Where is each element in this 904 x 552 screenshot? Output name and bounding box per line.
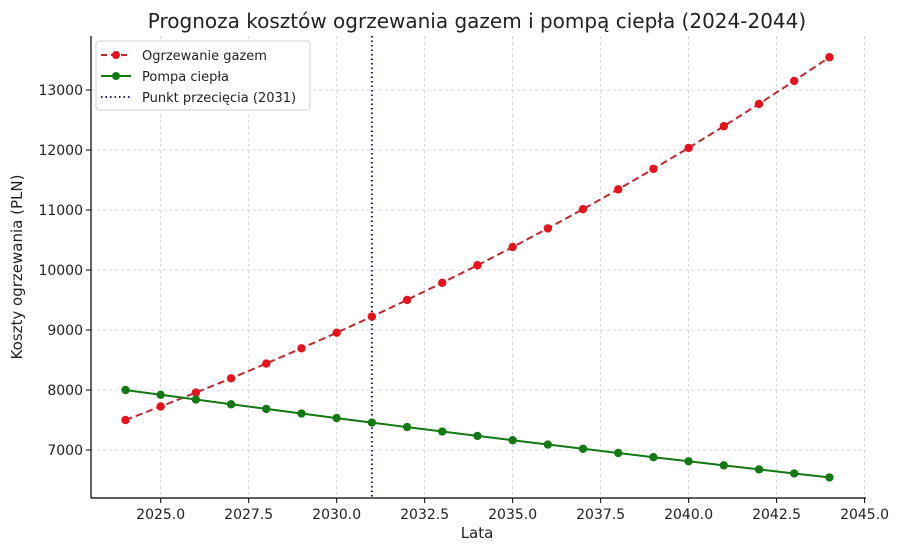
legend-label-gas: Ogrzewanie gazem bbox=[142, 49, 267, 64]
legend-item-heat-pump: Pompa ciepła bbox=[101, 70, 229, 85]
gas-data-point bbox=[121, 415, 130, 425]
heat-pump-data-point bbox=[297, 409, 306, 418]
heat-pump-data-point bbox=[508, 436, 517, 445]
x-tick-label: 2025.0 bbox=[136, 507, 185, 523]
x-tick-label: 2042.5 bbox=[752, 507, 801, 523]
green-marker-icon bbox=[112, 72, 120, 80]
x-tick-label: 2045.0 bbox=[840, 507, 889, 523]
heat-pump-data-point bbox=[614, 448, 623, 458]
x-tick-label: 2037.5 bbox=[576, 507, 625, 523]
gas-data-point bbox=[508, 242, 517, 252]
y-tick-label: 10000 bbox=[38, 263, 83, 279]
heat-pump-data-point bbox=[578, 444, 588, 453]
gas-data-point bbox=[367, 312, 377, 321]
heat-pump-data-point bbox=[790, 469, 799, 478]
gas-data-point bbox=[226, 374, 236, 383]
y-tick-label: 13000 bbox=[38, 83, 83, 99]
gas-data-point bbox=[825, 53, 834, 62]
x-tick-label: 2040.0 bbox=[664, 507, 713, 523]
heat-pump-data-point bbox=[367, 418, 377, 427]
y-tick-label: 9000 bbox=[47, 323, 83, 339]
heat-pump-data-point bbox=[438, 427, 447, 436]
gas-data-point bbox=[297, 344, 306, 353]
legend-item-gas: Ogrzewanie gazem bbox=[101, 49, 267, 64]
heat-pump-data-point bbox=[754, 465, 764, 474]
heat-pump-data-point bbox=[402, 422, 412, 432]
gas-data-point bbox=[156, 402, 165, 411]
heat-pump-data-point bbox=[332, 413, 341, 423]
y-tick-label: 7000 bbox=[47, 443, 83, 459]
x-tick-label: 2035.0 bbox=[488, 507, 537, 523]
x-tick-label: 2030.0 bbox=[312, 507, 361, 523]
heat-pump-data-point bbox=[191, 395, 201, 404]
y-axis-label: Koszty ogrzewania (PLN) bbox=[8, 175, 26, 360]
heat-pump-data-point bbox=[226, 400, 236, 409]
heat-pump-data-point bbox=[156, 390, 165, 399]
gas-data-point bbox=[438, 278, 447, 288]
y-tick-label: 8000 bbox=[47, 383, 83, 399]
gas-data-point bbox=[684, 143, 693, 153]
grid-lines bbox=[91, 36, 866, 498]
gas-data-point bbox=[754, 99, 764, 109]
gas-data-point bbox=[614, 185, 623, 194]
heat-pump-data-point bbox=[473, 431, 482, 441]
y-tick-label: 11000 bbox=[38, 203, 83, 219]
legend-box bbox=[95, 40, 311, 111]
red-marker-icon bbox=[112, 51, 120, 59]
gas-data-point bbox=[649, 164, 658, 174]
chart-title: Prognoza kosztów ogrzewania gazem i pomp… bbox=[148, 9, 806, 33]
gas-data-point bbox=[543, 224, 553, 233]
gas-data-point bbox=[402, 295, 412, 305]
gas-cost-line bbox=[125, 56, 830, 421]
y-axis-ticks: 7000 8000 9000 10000 11000 12000 13000 bbox=[38, 83, 91, 459]
y-tick-label: 12000 bbox=[38, 143, 83, 159]
x-axis-ticks: 2025.0 2027.5 2030.0 2032.5 2035.0 2037.5 2040… bbox=[136, 498, 889, 523]
heat-pump-data-point bbox=[543, 440, 553, 449]
legend-label-intersection: Punkt przecięcia (2031) bbox=[142, 91, 296, 106]
heat-pump-data-point bbox=[121, 385, 130, 395]
gas-data-point bbox=[262, 359, 271, 368]
gas-data-point bbox=[719, 122, 729, 131]
legend-item-intersection: Punkt przecięcia (2031) bbox=[101, 91, 296, 106]
heat-pump-data-point bbox=[719, 461, 729, 470]
gas-data-point bbox=[332, 328, 341, 337]
legend: Ogrzewanie gazem Pompa ciepła Punkt prze… bbox=[95, 40, 311, 111]
gas-data-point bbox=[790, 76, 799, 86]
legend-label-heat-pump: Pompa ciepła bbox=[142, 70, 229, 85]
data-series bbox=[121, 53, 834, 482]
heat-pump-data-point bbox=[825, 473, 834, 482]
heat-pump-data-point bbox=[684, 457, 693, 466]
gas-data-point bbox=[578, 204, 588, 214]
heat-pump-data-point bbox=[262, 404, 271, 414]
gas-data-point bbox=[191, 388, 201, 397]
x-tick-label: 2032.5 bbox=[400, 507, 449, 523]
gas-data-point bbox=[473, 261, 482, 270]
x-axis-label: Lata bbox=[461, 524, 494, 542]
heat-pump-data-point bbox=[649, 453, 658, 462]
x-tick-label: 2027.5 bbox=[224, 507, 273, 523]
